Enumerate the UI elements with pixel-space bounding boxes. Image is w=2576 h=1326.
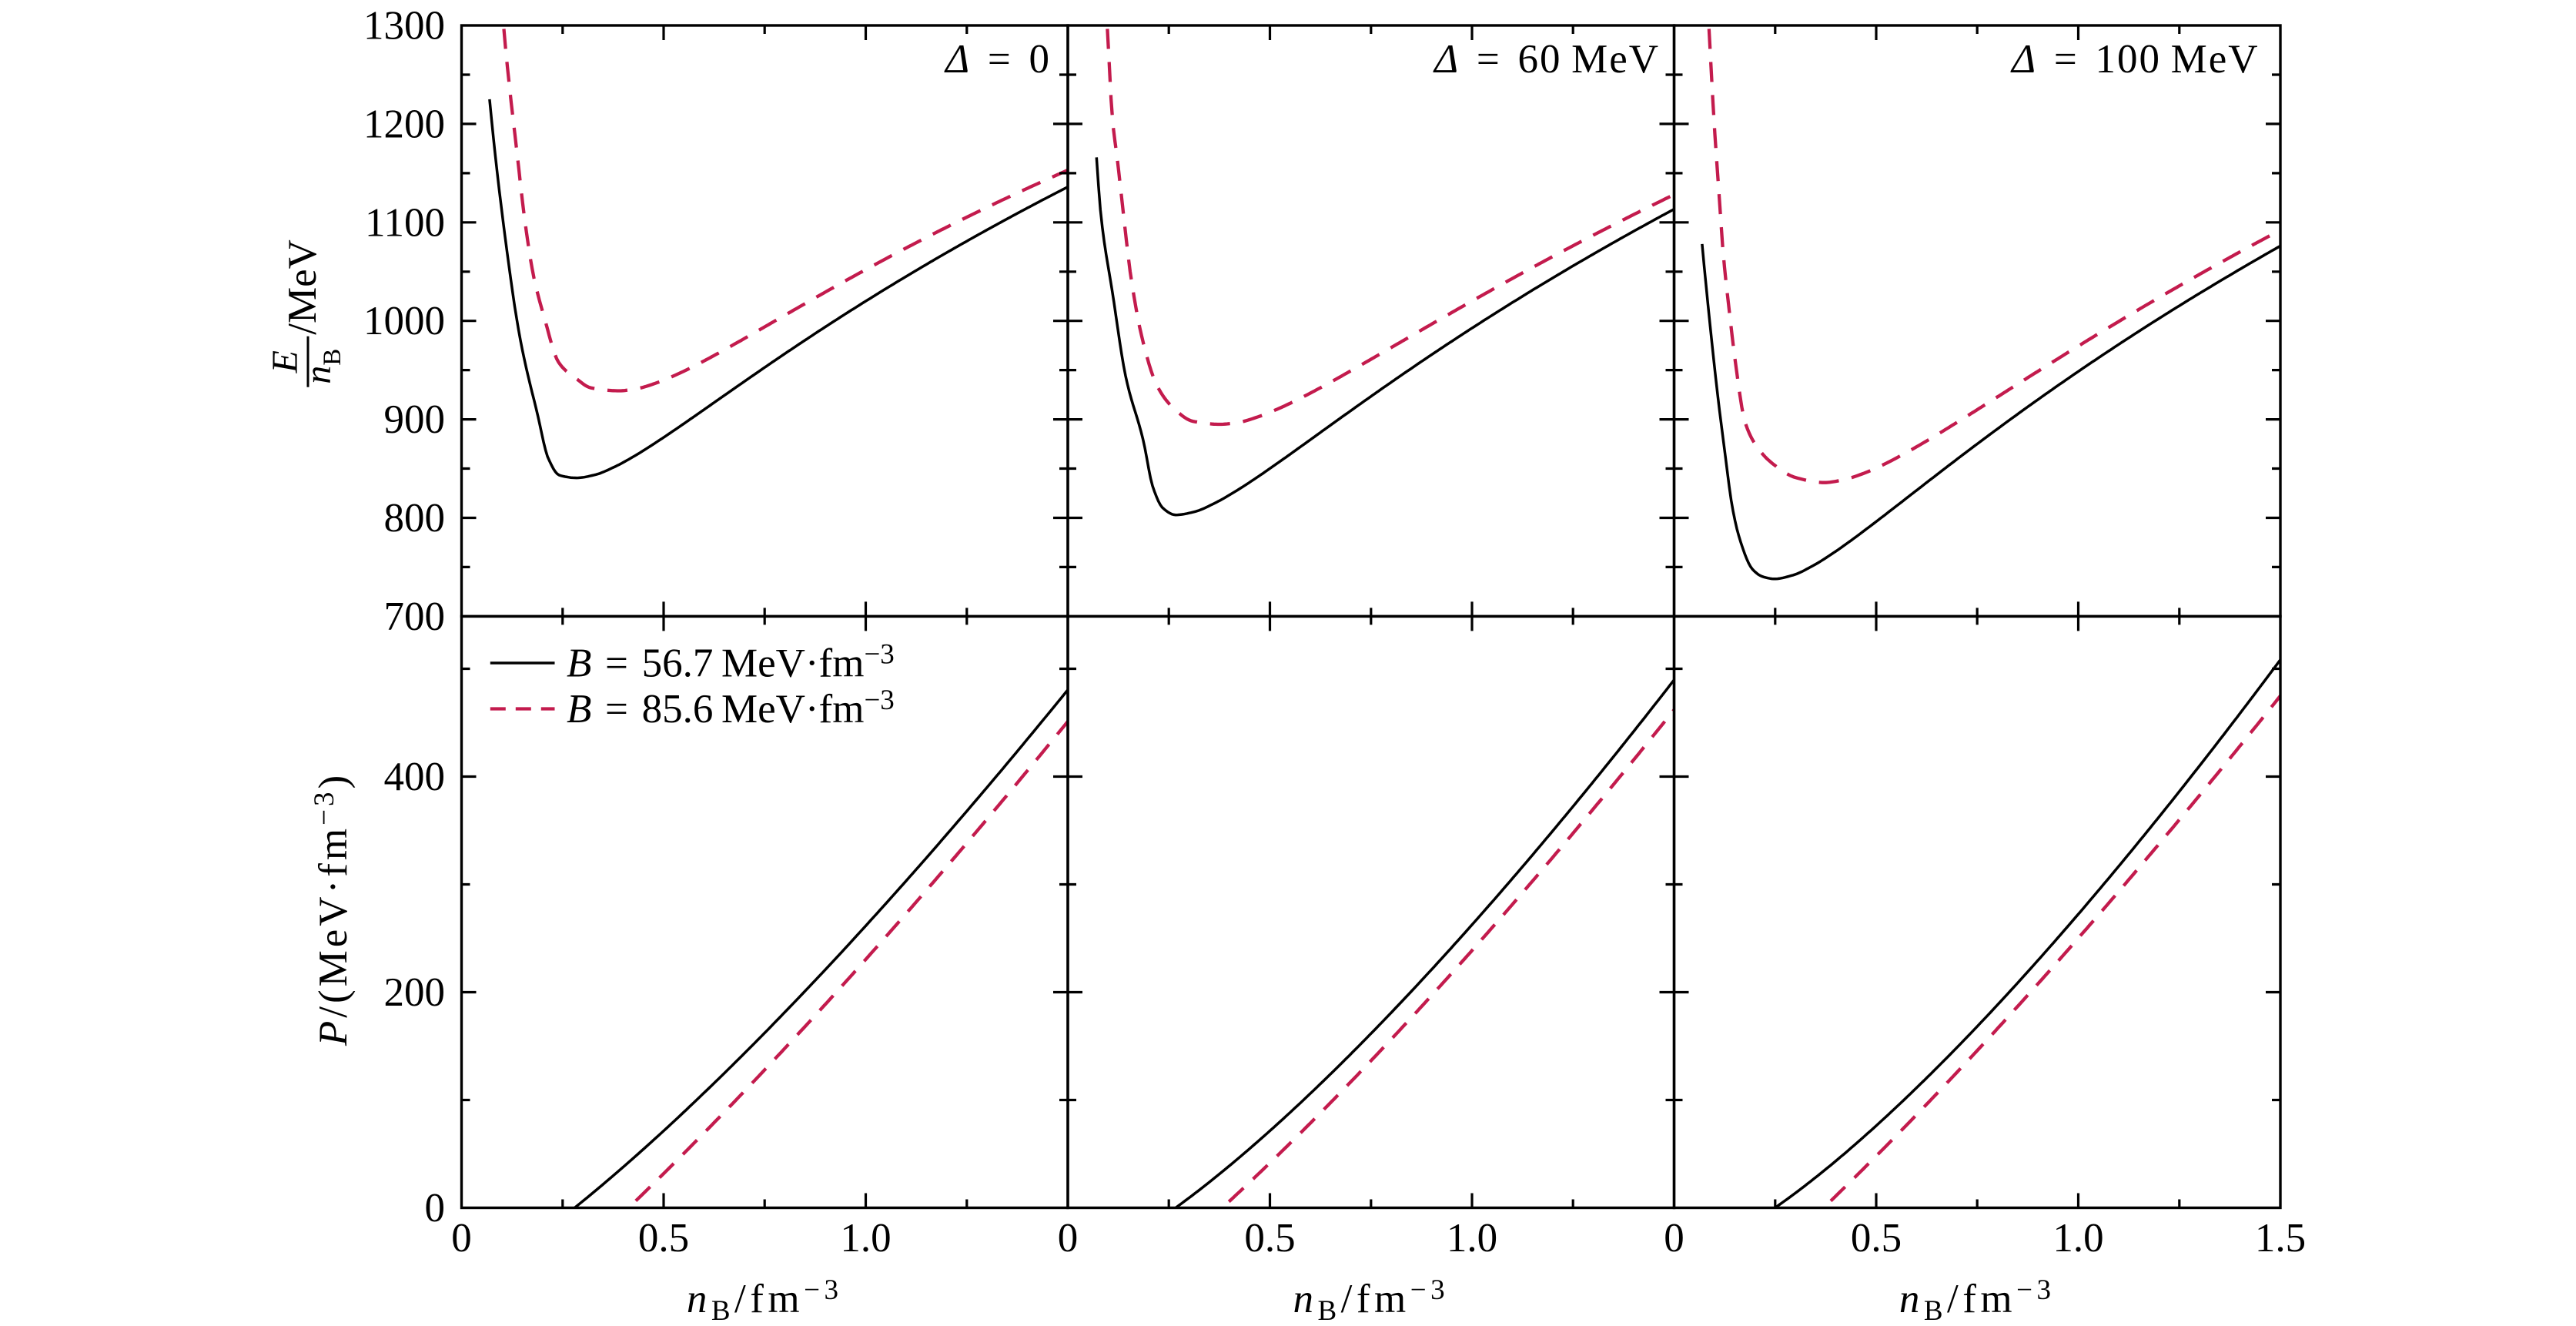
svg-text:400: 400 (384, 755, 446, 799)
svg-text:0.5: 0.5 (1244, 1216, 1295, 1261)
svg-text:B = 56.7 MeV·fm−3​: B = 56.7 MeV·fm−3​ (567, 639, 895, 686)
svg-text:Δ = 0: Δ = 0 (944, 37, 1051, 82)
svg-text:nB/fm−3​: nB/fm−3​ (687, 1274, 843, 1326)
svg-text:E: E (265, 350, 306, 373)
svg-text:B = 85.6 MeV·fm−3​: B = 85.6 MeV·fm−3​ (567, 685, 895, 732)
svg-text:900: 900 (384, 397, 446, 442)
svg-text:1.0: 1.0 (2052, 1216, 2103, 1261)
svg-text:0: 0 (425, 1186, 446, 1231)
svg-text:0.5: 0.5 (1851, 1216, 1902, 1261)
svg-text:1100: 1100 (365, 200, 445, 245)
svg-text:1000: 1000 (363, 299, 445, 343)
svg-text:nB/fm−3​: nB/fm−3​ (1293, 1274, 1449, 1326)
svg-text:1200: 1200 (363, 102, 445, 146)
svg-text:0.5: 0.5 (638, 1216, 689, 1261)
svg-text:1.0: 1.0 (840, 1216, 891, 1261)
svg-text:1.0: 1.0 (1447, 1216, 1497, 1261)
svg-text:0: 0 (451, 1216, 472, 1261)
svg-text:nB: nB (298, 349, 346, 384)
svg-text:1300: 1300 (363, 4, 445, 49)
svg-text:Δ = 60 MeV: Δ = 60 MeV (1433, 37, 1660, 82)
svg-text:0: 0 (1058, 1216, 1079, 1261)
svg-text:0: 0 (1664, 1216, 1684, 1261)
svg-text:1.5: 1.5 (2255, 1216, 2306, 1261)
svg-text:700: 700 (384, 594, 446, 639)
svg-text:Δ = 100 MeV: Δ = 100 MeV (2010, 37, 2259, 82)
svg-text:nB/fm−3​: nB/fm−3​ (1899, 1274, 2056, 1326)
svg-text:800: 800 (384, 496, 446, 541)
svg-text:/MeV: /MeV (280, 239, 325, 335)
svg-text:200: 200 (384, 970, 446, 1015)
